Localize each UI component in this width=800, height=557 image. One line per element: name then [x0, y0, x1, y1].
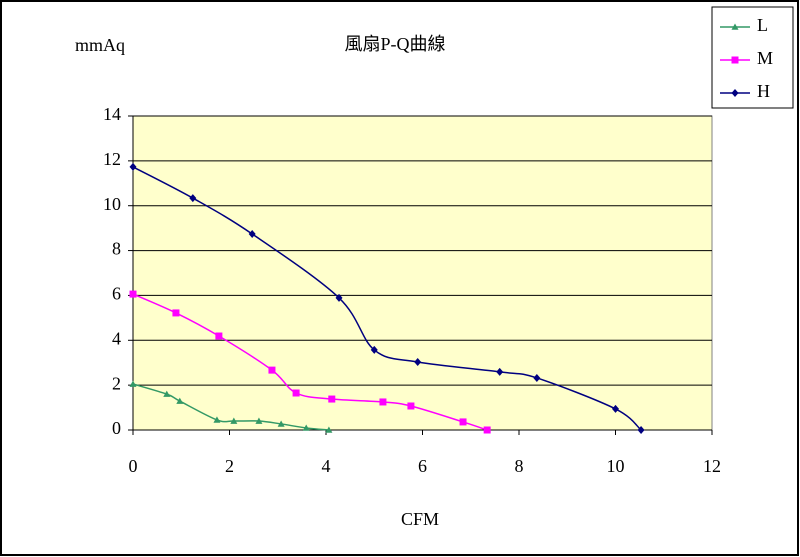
marker — [370, 345, 378, 354]
marker — [189, 194, 197, 203]
marker — [325, 426, 333, 433]
marker — [255, 417, 263, 424]
marker — [163, 390, 171, 397]
legend-label: L — [757, 15, 768, 35]
y-tick-label: 8 — [112, 239, 121, 259]
y-tick-label: 6 — [112, 284, 121, 304]
y-axis-label: mmAq — [75, 35, 125, 55]
marker — [612, 404, 619, 413]
marker — [230, 417, 238, 424]
marker — [637, 426, 645, 434]
marker — [335, 293, 343, 302]
x-axis-label: CFM — [401, 509, 439, 529]
x-tick-label: 8 — [515, 456, 524, 476]
marker — [129, 162, 137, 171]
marker — [277, 420, 285, 427]
marker — [496, 367, 504, 376]
marker — [292, 389, 300, 397]
marker — [731, 89, 739, 97]
x-tick-label: 12 — [703, 456, 721, 476]
legend-label: H — [757, 81, 770, 101]
marker — [379, 398, 387, 406]
x-tick-label: 10 — [607, 456, 625, 476]
marker — [533, 373, 541, 382]
marker — [731, 56, 739, 64]
marker — [172, 309, 180, 317]
marker — [129, 290, 137, 298]
marker — [459, 418, 467, 426]
marker — [302, 424, 310, 431]
marker — [483, 426, 491, 434]
marker — [213, 416, 221, 423]
marker — [414, 358, 422, 367]
y-tick-label: 10 — [103, 194, 121, 214]
marker — [328, 395, 336, 403]
x-tick-label: 0 — [129, 456, 138, 476]
y-tick-label: 4 — [112, 328, 121, 348]
series-line — [132, 166, 642, 431]
marker — [407, 402, 415, 410]
legend-label: M — [757, 48, 773, 68]
marker — [268, 366, 276, 374]
x-tick-label: 2 — [225, 456, 234, 476]
y-tick-label: 0 — [112, 418, 121, 438]
x-tick-label: 6 — [418, 456, 427, 476]
x-tick-label: 4 — [322, 456, 331, 476]
marker — [176, 397, 184, 404]
y-tick-label: 14 — [103, 104, 121, 124]
marker — [248, 229, 256, 238]
y-tick-label: 2 — [112, 373, 121, 393]
marker — [731, 23, 739, 30]
chart-title: 風扇P-Q曲線 — [344, 34, 445, 54]
y-tick-label: 12 — [103, 149, 121, 169]
marker — [215, 332, 223, 340]
marker — [129, 380, 137, 387]
series-line — [132, 293, 488, 431]
plot-area — [132, 115, 713, 431]
legend-box — [711, 6, 794, 109]
